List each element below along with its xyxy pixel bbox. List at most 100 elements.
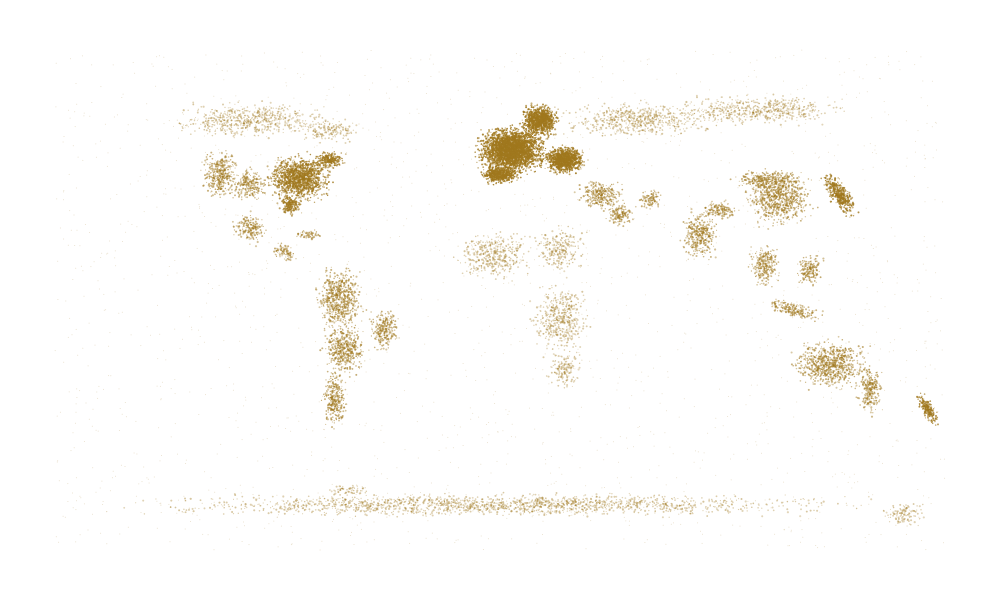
observation-dot: [532, 140, 535, 143]
observation-dot: [490, 166, 492, 168]
observation-dot: [517, 177, 519, 179]
observation-dot: [502, 146, 505, 148]
observation-dot: [537, 113, 539, 115]
observation-dot: [515, 165, 517, 167]
observation-dot: [520, 131, 523, 134]
observation-dot: [523, 129, 526, 131]
observation-dot: [545, 122, 548, 125]
observation-dot: [480, 129, 482, 131]
observation-dot: [542, 149, 544, 151]
observation-dot: [541, 106, 544, 108]
observation-dot: [500, 152, 503, 154]
observation-dot: [516, 130, 519, 133]
observation-dot: [490, 160, 492, 162]
observation-dot: [481, 163, 484, 166]
observation-dot: [536, 116, 539, 119]
observation-dot: [505, 145, 507, 147]
observation-dot: [549, 109, 551, 111]
observation-dot: [505, 173, 508, 176]
observation-dot: [502, 136, 505, 139]
observation-dot: [481, 173, 483, 176]
observation-dot: [521, 162, 523, 164]
observation-dot: [497, 154, 500, 156]
observation-dot: [540, 128, 543, 130]
observation-dot: [484, 152, 486, 155]
observation-dot: [490, 147, 493, 149]
observation-dot: [480, 143, 483, 145]
observation-dot: [502, 180, 504, 182]
observation-dot: [507, 145, 510, 148]
observation-dot: [505, 129, 508, 131]
observation-dot: [538, 163, 540, 165]
observation-dot: [540, 136, 542, 138]
observation-dot: [519, 136, 521, 138]
observation-dot: [531, 106, 533, 108]
observation-dot: [533, 147, 536, 150]
observation-dot: [511, 180, 513, 182]
observation-dot: [540, 149, 542, 151]
observation-dot: [510, 144, 512, 146]
observation-dot: [479, 140, 482, 143]
observation-dot: [486, 161, 489, 163]
observation-dot: [513, 167, 515, 169]
observation-dot: [540, 113, 542, 115]
observation-dot: [533, 156, 535, 159]
observation-dot: [513, 176, 515, 178]
observation-dot: [531, 152, 533, 154]
observation-dot: [524, 157, 527, 160]
observation-dot: [515, 144, 517, 146]
observation-dot: [495, 143, 497, 145]
observation-dot: [487, 181, 489, 184]
observation-dot: [581, 149, 583, 151]
observation-dot: [534, 109, 537, 112]
observation-dot: [504, 151, 506, 153]
observation-dot: [480, 149, 483, 152]
observation-dot: [512, 142, 515, 145]
observation-dot: [542, 146, 545, 148]
observation-dot: [540, 139, 543, 142]
observation-dot: [496, 155, 498, 157]
observation-dot: [506, 131, 509, 134]
observation-dot: [534, 120, 536, 122]
observation-dot: [521, 137, 523, 139]
observation-dot: [509, 149, 512, 152]
observation-dot: [538, 129, 540, 131]
observation-dot: [535, 145, 538, 147]
observation-dot: [553, 122, 556, 125]
observation-dot: [519, 122, 522, 125]
observation-dot: [478, 149, 481, 152]
observation-dot: [519, 159, 523, 162]
observation-dot: [536, 155, 538, 157]
observation-dot: [549, 117, 551, 119]
observation-dot: [496, 179, 498, 181]
observation-dot: [548, 112, 550, 115]
observation-dot: [524, 115, 527, 118]
observation-dot: [485, 175, 487, 177]
observation-dot: [545, 131, 547, 133]
observation-dot: [517, 136, 519, 138]
observation-dot: [498, 142, 500, 145]
observation-dot: [535, 153, 537, 156]
observation-dot: [531, 122, 533, 125]
observation-dot: [500, 172, 502, 174]
observation-dot: [538, 128, 540, 130]
observation-dot: [502, 161, 505, 163]
observation-dot: [488, 180, 490, 182]
observation-dot: [540, 166, 542, 169]
observation-dot: [504, 155, 506, 158]
observation-dot: [506, 140, 508, 142]
observation-dot: [502, 134, 505, 137]
observation-dot: [504, 175, 506, 178]
observation-dot: [497, 157, 500, 159]
observation-dot: [497, 164, 500, 167]
observation-dot: [533, 116, 535, 118]
observation-dot: [517, 153, 519, 155]
observation-dot: [514, 167, 517, 169]
observation-dot: [550, 116, 553, 119]
observation-dot: [497, 134, 499, 136]
observation-dot: [495, 175, 497, 178]
observation-dot: [474, 144, 477, 147]
observation-dot: [487, 156, 489, 158]
observation-dot: [505, 170, 508, 173]
observation-dot: [542, 140, 545, 143]
